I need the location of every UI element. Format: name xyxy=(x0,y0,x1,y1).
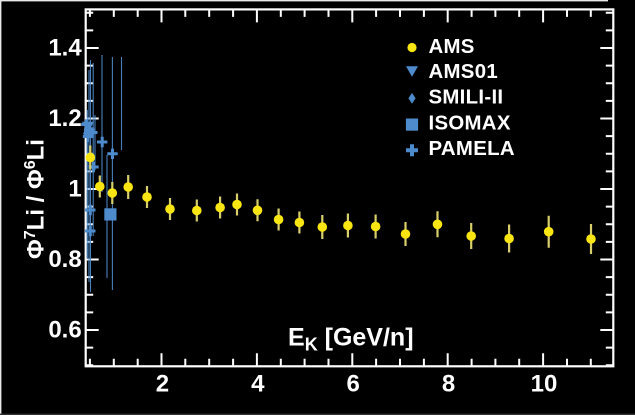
svg-text:6: 6 xyxy=(347,370,360,397)
svg-text:EK [GeV/n]: EK [GeV/n] xyxy=(288,323,414,354)
svg-text:PAMELA: PAMELA xyxy=(429,138,515,160)
svg-text:0.6: 0.6 xyxy=(48,317,81,344)
svg-text:ISOMAX: ISOMAX xyxy=(429,112,511,134)
svg-text:1: 1 xyxy=(68,176,81,203)
svg-text:AMS: AMS xyxy=(429,36,475,58)
svg-text:SMILI-II: SMILI-II xyxy=(429,86,504,108)
svg-text:2: 2 xyxy=(156,370,169,397)
svg-text:10: 10 xyxy=(531,370,558,397)
svg-text:1.4: 1.4 xyxy=(48,35,82,62)
svg-text:1.2: 1.2 xyxy=(48,105,81,132)
svg-text:0.8: 0.8 xyxy=(48,246,81,273)
svg-text:Φ7Li / Φ6Li: Φ7Li / Φ6Li xyxy=(22,139,50,259)
svg-text:AMS01: AMS01 xyxy=(429,61,499,83)
svg-text:4: 4 xyxy=(251,370,265,397)
svg-text:8: 8 xyxy=(442,370,455,397)
